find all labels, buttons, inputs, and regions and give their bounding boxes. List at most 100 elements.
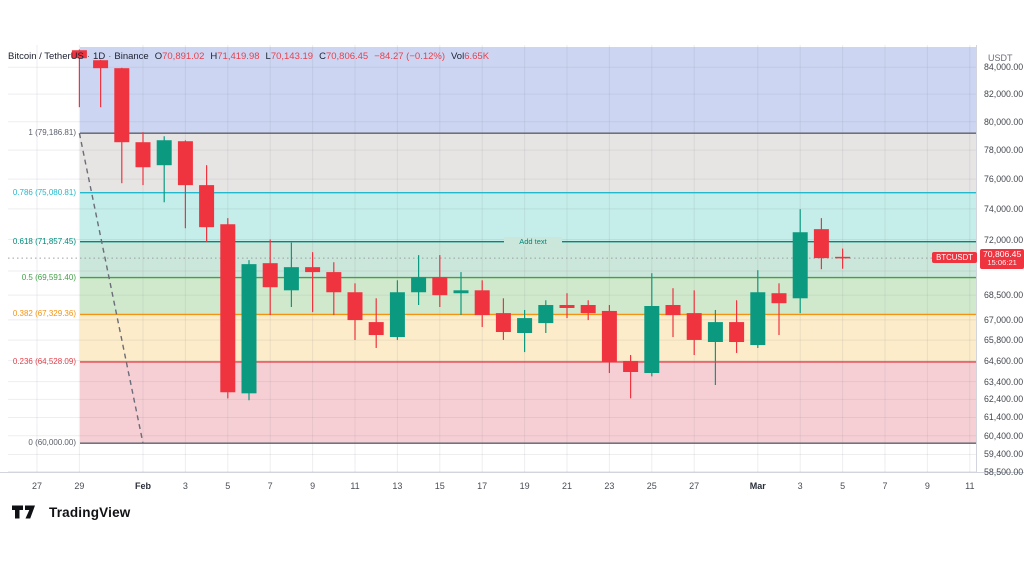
fib-level-label[interactable]: 0.382 (67,329.36): [12, 309, 76, 319]
fib-band: [80, 192, 976, 242]
time-axis-border[interactable]: [0, 472, 1024, 473]
price-axis-label: 65,800.00: [984, 335, 1024, 346]
price-axis-label: 78,000.00: [984, 145, 1024, 156]
candle-feb-18: [495, 298, 511, 340]
volume-label: Vol: [451, 51, 465, 62]
price-line-symbol-tag: BTCUSDT: [932, 252, 977, 263]
time-axis-label: 3: [182, 481, 188, 491]
tradingview-logo-icon: [12, 505, 35, 519]
fib-trendline[interactable]: [78, 133, 144, 444]
candle-feb-6: [241, 260, 257, 401]
candle-feb-8: [283, 242, 299, 307]
fib-level-label[interactable]: 0 (60,000.00): [28, 438, 76, 448]
candle-mar-5: [835, 248, 851, 269]
fib-level-label[interactable]: 0.5 (69,591.40): [21, 272, 76, 282]
candle-feb-16: [453, 272, 469, 316]
candle-feb-4: [199, 165, 215, 243]
open-value: 70,891.02: [162, 51, 205, 62]
time-axis-label: Feb: [134, 481, 152, 491]
candle-feb-20: [538, 300, 554, 334]
low-label: L: [265, 51, 271, 62]
fib-band: [80, 47, 976, 134]
time-axis-label: 19: [519, 481, 530, 491]
price-axis-currency: USDT: [988, 53, 1013, 63]
time-axis-label: 5: [225, 481, 231, 491]
candle-feb-19: [517, 309, 533, 353]
candle-feb-29: [729, 300, 745, 353]
candle-mar-4: [813, 218, 829, 270]
time-axis-label: 29: [74, 481, 85, 491]
candle-feb-25: [644, 273, 660, 377]
time-axis-label: 27: [689, 481, 700, 491]
tradingview-attribution[interactable]: TradingView: [12, 504, 130, 520]
price-axis-label: 63,400.00: [984, 376, 1024, 387]
time-axis-label: 9: [924, 481, 930, 491]
fib-level-label[interactable]: 0.236 (64,528.09): [12, 356, 76, 366]
symbol-name[interactable]: Bitcoin / TetherUS: [8, 51, 84, 62]
high-label: H: [210, 51, 218, 62]
candle-feb-13: [389, 280, 405, 340]
price-axis-label: 72,000.00: [984, 234, 1024, 245]
candle-feb-24: [623, 354, 639, 399]
candle-feb-15: [432, 255, 448, 307]
time-axis-label: 13: [392, 481, 403, 491]
volume-value: 6.65K: [464, 51, 490, 62]
candle-feb-22: [580, 300, 596, 321]
candle-feb-28: [707, 309, 723, 385]
candle-feb-10: [326, 262, 342, 316]
bar-countdown: 15:06:21: [987, 258, 1017, 267]
candle-jan-30: [93, 59, 109, 108]
symbol-legend: Bitcoin / TetherUS · 1D · Binance O70,891.02 H…: [8, 51, 489, 62]
time-axis-label: 27: [31, 481, 43, 491]
close-label: C: [319, 51, 326, 62]
price-axis-label: 80,000.00: [984, 116, 1024, 127]
price-axis-label: 74,000.00: [984, 203, 1024, 214]
candle-feb-11: [347, 283, 363, 340]
time-axis-label: 17: [477, 481, 488, 491]
fib-level-label[interactable]: 1 (79,186.81): [28, 128, 76, 138]
candle-jan-29: [71, 49, 87, 108]
current-price-badge: 70,806.45 15:06:21: [980, 249, 1024, 269]
candle-feb-3: [177, 140, 193, 229]
price-axis-label: 61,400.00: [984, 412, 1024, 423]
fib-band: [80, 277, 976, 315]
candle-feb-12: [368, 298, 384, 348]
price-axis-label: 76,000.00: [984, 174, 1024, 185]
candle-feb-5: [220, 218, 236, 399]
time-axis-label: 25: [646, 481, 657, 491]
legend-separator: ·: [108, 51, 112, 62]
fib-band: [80, 133, 976, 193]
fib-level-label[interactable]: 0.786 (75,080.81): [12, 187, 76, 197]
exchange-name[interactable]: Binance: [114, 51, 149, 62]
time-axis-label: 7: [267, 481, 273, 491]
timeframe-selector[interactable]: 1D: [93, 51, 106, 62]
time-axis-label: 11: [965, 481, 975, 491]
price-axis-label: 64,600.00: [984, 355, 1024, 366]
candle-feb-23: [601, 305, 617, 374]
price-axis-label: 58,500.00: [984, 466, 1024, 477]
candle-feb-14: [411, 255, 427, 306]
candle-feb-17: [474, 280, 490, 327]
time-axis-label: 9: [310, 481, 316, 491]
time-axis-label: 11: [350, 481, 360, 491]
time-axis-label: 23: [604, 481, 615, 491]
price-axis-label: 68,500.00: [984, 290, 1024, 301]
current-price: 70,806.45: [983, 249, 1022, 259]
time-axis-label: Mar: [749, 481, 766, 491]
candle-feb-27: [686, 290, 702, 355]
time-axis-label: 15: [434, 481, 445, 491]
time-axis-label: 5: [840, 481, 846, 491]
fib-add-text-label[interactable]: Add text: [504, 237, 562, 246]
price-axis-label: 67,000.00: [984, 314, 1024, 325]
candle-feb-7: [262, 239, 278, 316]
open-label: O: [154, 51, 163, 62]
candle-feb-9: [305, 252, 321, 313]
fib-level-label[interactable]: 0.618 (71,857.45): [12, 236, 76, 246]
candle-feb-21: [559, 293, 575, 319]
fib-band: [80, 361, 976, 444]
change-value: −84.27 (−0.12%): [374, 51, 445, 62]
time-axis-label: 21: [561, 481, 573, 491]
price-axis-label: 84,000.00: [984, 62, 1024, 73]
tradingview-logo-text: TradingView: [49, 504, 131, 520]
